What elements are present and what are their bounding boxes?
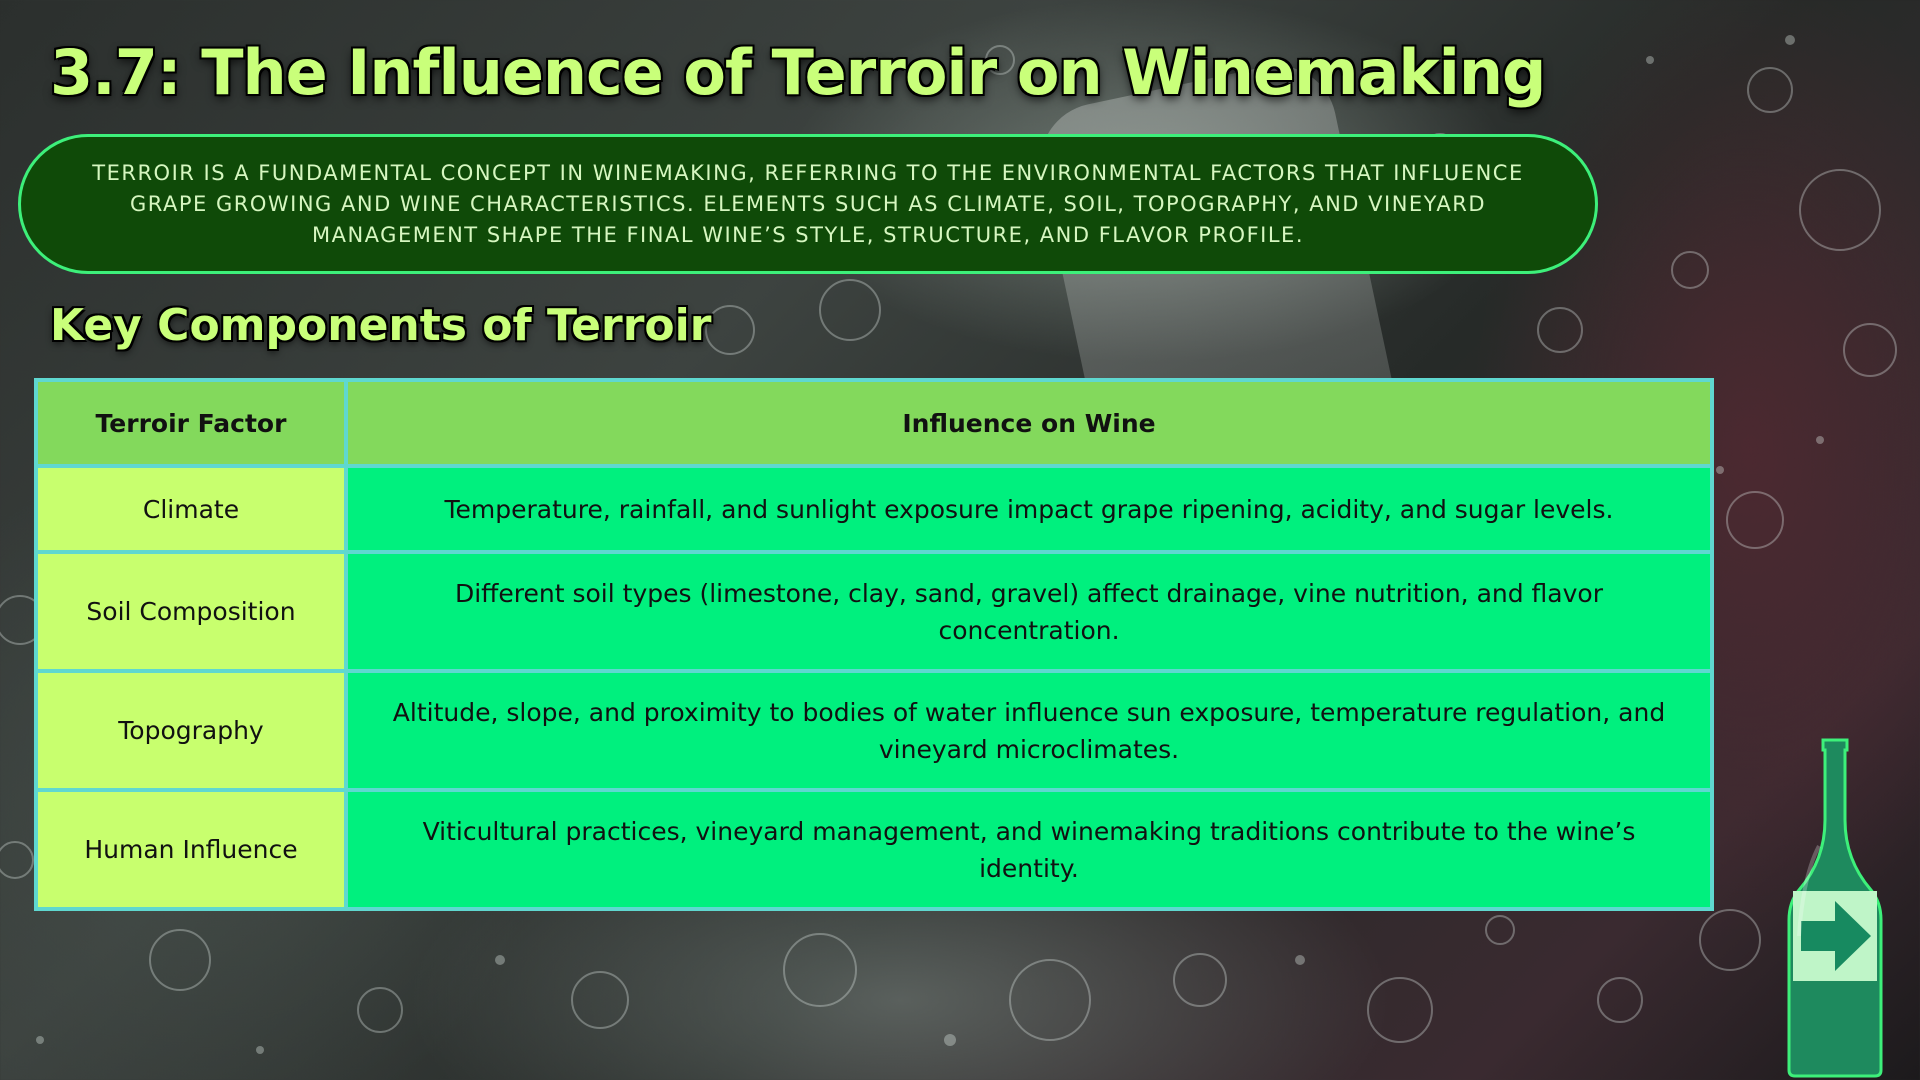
table-row: Climate Temperature, rainfall, and sunli… bbox=[34, 464, 1714, 554]
table-row: Soil Composition Different soil types (l… bbox=[34, 550, 1714, 673]
next-slide-button[interactable] bbox=[1785, 736, 1885, 1080]
section-subtitle: Key Components of Terroir bbox=[50, 300, 712, 351]
arrow-right-icon bbox=[1801, 901, 1871, 971]
terroir-table: Terroir Factor Influence on Wine Climate… bbox=[34, 378, 1714, 911]
influence-cell: Altitude, slope, and proximity to bodies… bbox=[344, 669, 1714, 792]
factor-cell: Human Influence bbox=[34, 788, 348, 911]
bottle-icon bbox=[1787, 738, 1883, 1078]
slide-title: 3.7: The Influence of Terroir on Winemak… bbox=[50, 36, 1546, 109]
table-header-row: Terroir Factor Influence on Wine bbox=[34, 378, 1714, 468]
factor-cell: Climate bbox=[34, 464, 348, 554]
table-row: Topography Altitude, slope, and proximit… bbox=[34, 669, 1714, 792]
header-influence-on-wine: Influence on Wine bbox=[344, 378, 1714, 468]
intro-box: Terroir is a fundamental concept in wine… bbox=[18, 134, 1598, 274]
intro-text: Terroir is a fundamental concept in wine… bbox=[92, 160, 1524, 247]
influence-cell: Viticultural practices, vineyard managem… bbox=[344, 788, 1714, 911]
influence-cell: Temperature, rainfall, and sunlight expo… bbox=[344, 464, 1714, 554]
table-row: Human Influence Viticultural practices, … bbox=[34, 788, 1714, 911]
factor-cell: Soil Composition bbox=[34, 550, 348, 673]
header-terroir-factor: Terroir Factor bbox=[34, 378, 348, 468]
factor-cell: Topography bbox=[34, 669, 348, 792]
influence-cell: Different soil types (limestone, clay, s… bbox=[344, 550, 1714, 673]
